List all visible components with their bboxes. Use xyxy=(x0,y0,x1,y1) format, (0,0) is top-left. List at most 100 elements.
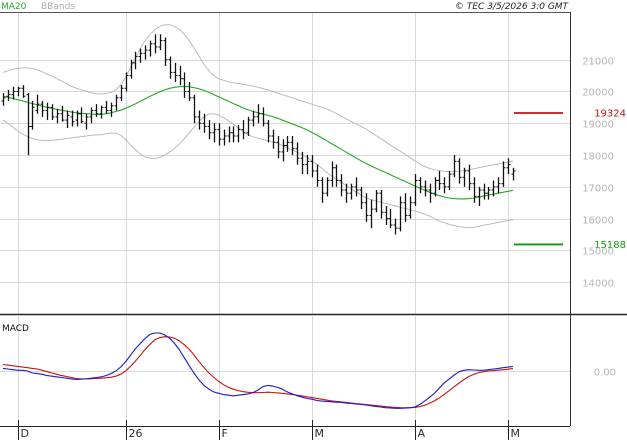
price-bar xyxy=(290,135,295,156)
price-bar xyxy=(65,110,70,129)
time-tick-label: A xyxy=(418,427,426,440)
time-tick-label: M xyxy=(511,427,521,440)
price-bar xyxy=(1,93,6,106)
price-bar xyxy=(388,209,393,229)
price-bar xyxy=(447,170,452,191)
support-level-label: 15188 xyxy=(594,240,626,251)
price-bar xyxy=(433,177,438,197)
price-bar xyxy=(428,183,433,203)
price-bar xyxy=(344,183,349,203)
price-bar xyxy=(119,85,124,102)
price-bar xyxy=(89,107,94,124)
price-bar xyxy=(236,124,241,143)
macd-lines xyxy=(2,332,514,409)
price-levels: 19324 15188 xyxy=(514,108,626,251)
price-bar xyxy=(384,205,389,225)
price-bar xyxy=(310,155,315,178)
price-bar xyxy=(354,177,359,197)
price-bar xyxy=(462,167,467,187)
price-bar xyxy=(437,170,442,191)
price-tick-label: 18000 xyxy=(582,152,614,163)
price-bar xyxy=(6,89,11,102)
price-bar xyxy=(45,102,50,121)
price-bar xyxy=(231,126,236,143)
price-bar xyxy=(50,104,55,121)
lower-band-line xyxy=(2,113,514,228)
price-bar xyxy=(187,81,192,102)
price-bar xyxy=(295,142,300,165)
price-tick-label: 19000 xyxy=(582,120,614,131)
price-bar xyxy=(339,174,344,197)
time-tick-label: F xyxy=(222,427,228,440)
price-bar xyxy=(79,107,84,124)
price-bar xyxy=(212,123,217,143)
price-bar xyxy=(26,93,31,156)
price-bar xyxy=(457,158,462,184)
price-bar xyxy=(138,48,143,63)
price-bar xyxy=(266,120,271,143)
price-bar xyxy=(369,199,374,229)
price-tick-label: 15000 xyxy=(582,247,614,258)
price-bar xyxy=(94,104,99,117)
macd-axis-labels: 0.00 xyxy=(594,368,616,379)
price-bar xyxy=(379,190,384,219)
price-bar xyxy=(11,86,16,100)
price-tick-label: 20000 xyxy=(582,88,614,99)
price-bars xyxy=(1,34,516,235)
price-bar xyxy=(173,62,178,82)
price-bar xyxy=(486,186,491,200)
price-bar xyxy=(271,129,276,149)
macd-title: MACD xyxy=(2,324,29,334)
price-bar xyxy=(330,161,335,187)
price-bar xyxy=(285,135,290,152)
price-bar xyxy=(153,34,158,54)
price-tick-label: 17000 xyxy=(582,184,614,195)
price-bar xyxy=(482,183,487,200)
price-bar xyxy=(506,158,511,175)
copyright-timestamp: © TEC 3/5/2026 3:0 GMT xyxy=(455,2,570,12)
time-tick-label: 26 xyxy=(129,427,143,440)
time-tick-label: D xyxy=(21,427,29,440)
price-bar xyxy=(364,193,369,222)
price-axis-labels: 14000 15000 16000 17000 18000 19000 20000 21000 xyxy=(582,57,614,290)
price-bar xyxy=(143,45,148,60)
price-bar xyxy=(491,180,496,197)
price-bar xyxy=(21,85,26,98)
price-bar xyxy=(325,177,330,197)
price-bar xyxy=(60,105,65,122)
price-bar xyxy=(207,120,212,140)
price-bar xyxy=(124,72,129,92)
price-bar xyxy=(300,151,305,175)
price-bar xyxy=(393,218,398,235)
price-bar xyxy=(182,72,187,98)
price-bar xyxy=(70,110,75,127)
price-bar xyxy=(192,94,197,124)
resistance-level-label: 19324 xyxy=(594,108,626,119)
price-tick-label: 21000 xyxy=(582,57,614,68)
price-bar xyxy=(222,129,227,146)
price-bar xyxy=(334,164,339,187)
price-bar xyxy=(251,110,256,127)
price-bar xyxy=(84,113,89,130)
price-bar xyxy=(511,167,516,181)
price-bar xyxy=(374,190,379,213)
price-bar xyxy=(256,104,261,124)
price-bar xyxy=(418,177,423,194)
price-bar xyxy=(467,164,472,191)
price-bar xyxy=(472,177,477,203)
price-bar xyxy=(281,139,286,162)
price-bar xyxy=(133,51,138,70)
price-bar xyxy=(349,183,354,200)
price-bar xyxy=(305,155,310,175)
price-bar xyxy=(129,59,134,79)
price-bar xyxy=(148,40,153,57)
price-bar xyxy=(452,155,457,178)
price-bar xyxy=(158,34,163,51)
time-tick-label: M xyxy=(315,427,325,440)
legend-ma20: MA20 xyxy=(1,2,27,12)
price-bar xyxy=(261,107,266,127)
price-bar xyxy=(413,174,418,206)
macd-line xyxy=(2,332,514,409)
price-bar xyxy=(16,86,21,97)
price-bar xyxy=(217,123,222,146)
